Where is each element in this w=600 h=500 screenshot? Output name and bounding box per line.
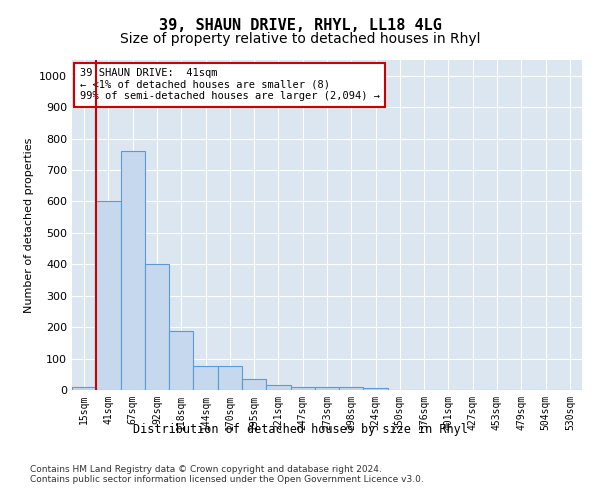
Bar [96,202,121,390]
Bar [315,387,339,390]
Text: Size of property relative to detached houses in Rhyl: Size of property relative to detached ho… [120,32,480,46]
Text: 39, SHAUN DRIVE, RHYL, LL18 4LG: 39, SHAUN DRIVE, RHYL, LL18 4LG [158,18,442,32]
Bar [364,388,388,390]
Bar [266,386,290,390]
Bar [290,387,315,390]
Y-axis label: Number of detached properties: Number of detached properties [23,138,34,312]
Text: Contains HM Land Registry data © Crown copyright and database right 2024.
Contai: Contains HM Land Registry data © Crown c… [30,465,424,484]
Bar [169,331,193,390]
Bar [145,264,169,390]
Text: Distribution of detached houses by size in Rhyl: Distribution of detached houses by size … [133,422,467,436]
Bar [72,388,96,390]
Bar [218,366,242,390]
Bar [193,366,218,390]
Bar [339,387,364,390]
Bar [121,151,145,390]
Text: 39 SHAUN DRIVE:  41sqm
← <1% of detached houses are smaller (8)
99% of semi-deta: 39 SHAUN DRIVE: 41sqm ← <1% of detached … [80,68,380,102]
Bar [242,379,266,390]
